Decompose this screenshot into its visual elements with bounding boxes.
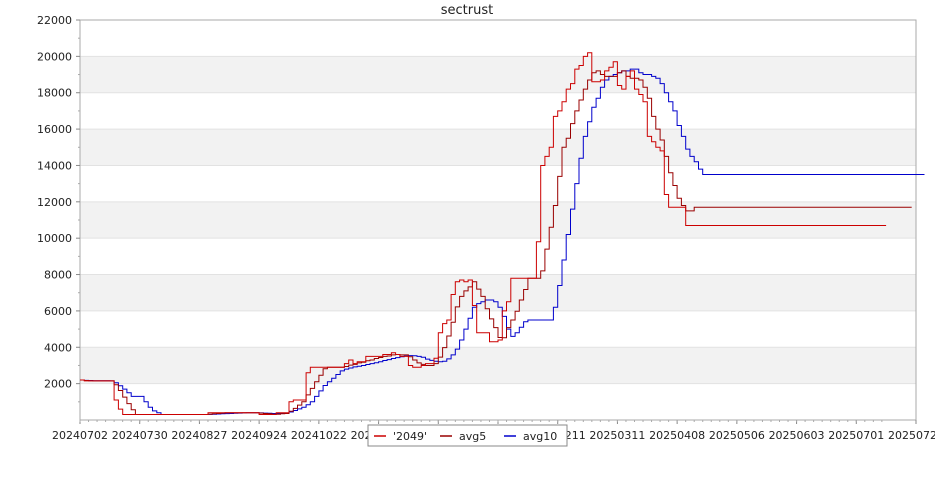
y-tick-label: 12000: [37, 196, 72, 209]
series-line-2049: [80, 52, 887, 415]
x-tick-label: 20240924: [231, 429, 287, 442]
series-layer: [80, 52, 925, 415]
x-tick-label: 20240702: [52, 429, 108, 442]
grid-band: [80, 56, 916, 93]
y-tick-label: 2000: [44, 378, 72, 391]
x-tick-label: 20250311: [589, 429, 645, 442]
grid-band: [80, 129, 916, 166]
x-tick-label: 20250506: [709, 429, 765, 442]
y-tick-label: 20000: [37, 50, 72, 63]
y-tick-label: 10000: [37, 232, 72, 245]
y-tick-label: 22000: [37, 14, 72, 27]
y-tick-label: 4000: [44, 341, 72, 354]
x-tick-label: 20250701: [828, 429, 884, 442]
x-tick-label: 20241022: [291, 429, 347, 442]
grid-band: [80, 201, 916, 239]
y-axis: 2000 4000 6000 8000 10000 12000 14000 16000 1800…: [37, 14, 80, 403]
y-tick-label: 16000: [37, 123, 72, 136]
x-tick-label: 20250729: [888, 429, 935, 442]
y-tick-label: 18000: [37, 87, 72, 100]
legend-box: [367, 424, 568, 447]
legend-entry: avg5: [459, 430, 486, 443]
legend-entry: '2049': [393, 430, 427, 443]
y-tick-label: 8000: [44, 269, 72, 282]
x-tick-label: 20250408: [649, 429, 705, 442]
y-tick-label: 14000: [37, 159, 72, 172]
grid-band: [80, 347, 916, 384]
grid-bands: [80, 19, 916, 385]
legend-entry: avg10: [523, 430, 557, 443]
chart-title: sectrust: [441, 3, 493, 18]
series-line-avg10: [80, 68, 925, 415]
x-tick-label: 20240827: [171, 429, 227, 442]
x-tick-label: 20250603: [769, 429, 825, 442]
y-tick-label: 6000: [44, 305, 72, 318]
legend: '2049' avg5 avg10: [367, 424, 568, 447]
x-tick-label: 20240730: [112, 429, 168, 442]
